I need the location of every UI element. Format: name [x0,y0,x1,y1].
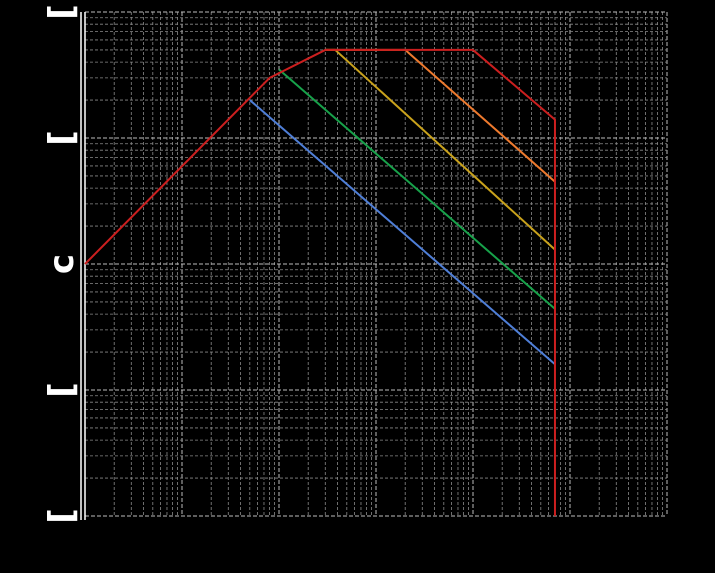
axis-layer: [ [ c [ [ [42,4,86,524]
series-layer [84,48,556,516]
y-tick-label: c [42,254,82,274]
grid-layer [84,11,668,517]
series-line-blue [249,99,556,366]
series-line-green [278,68,556,310]
series-line-orange [325,48,556,183]
y-tick-label: [ [42,4,82,20]
y-tick-label: [ [42,508,82,524]
y-tick-label: [ [42,130,82,146]
y-tick-label: [ [42,382,82,398]
series-line-red [84,48,556,516]
